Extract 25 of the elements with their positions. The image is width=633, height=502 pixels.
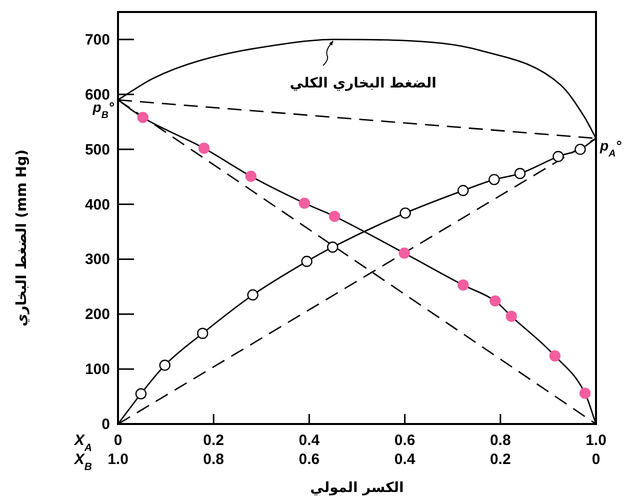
x-tick-label: 0 — [114, 432, 122, 449]
x2-tick-label: 1.0 — [108, 451, 128, 468]
annotation: p$_{A}$° — [599, 137, 622, 159]
x2-tick-label: 0.8 — [203, 451, 224, 468]
y-tick-label: 400 — [84, 196, 110, 214]
annotation: الضغط البخاري الكلي — [290, 75, 436, 92]
x2-tick-label: 0.6 — [298, 451, 320, 468]
x-tick-label: 0.8 — [490, 432, 511, 449]
x-tick-label: 1.0 — [586, 432, 606, 449]
text: X$_{A}$ — [73, 432, 92, 454]
y-tick-label: 200 — [84, 306, 110, 324]
y-tick-label: 300 — [84, 251, 110, 268]
x2-tick-label: 0 — [592, 451, 600, 468]
y-axis-title: الضغط البخاري (mm Hg) — [14, 149, 30, 327]
x-tick-label: 0.2 — [203, 432, 224, 449]
y-tick-label: 0 — [102, 416, 110, 433]
y-tick-label: 100 — [84, 361, 110, 378]
y-tick-label: 700 — [84, 31, 110, 48]
x-axis-title: الكسر المولي — [310, 480, 404, 496]
x-tick-label: 0.6 — [394, 432, 416, 449]
x-tick-label: 0.4 — [298, 432, 320, 449]
text: X$_{B}$ — [73, 451, 92, 473]
x2-tick-label: 0.4 — [394, 451, 416, 468]
y-tick-label: 500 — [84, 141, 110, 158]
x2-tick-label: 0.2 — [490, 451, 511, 468]
